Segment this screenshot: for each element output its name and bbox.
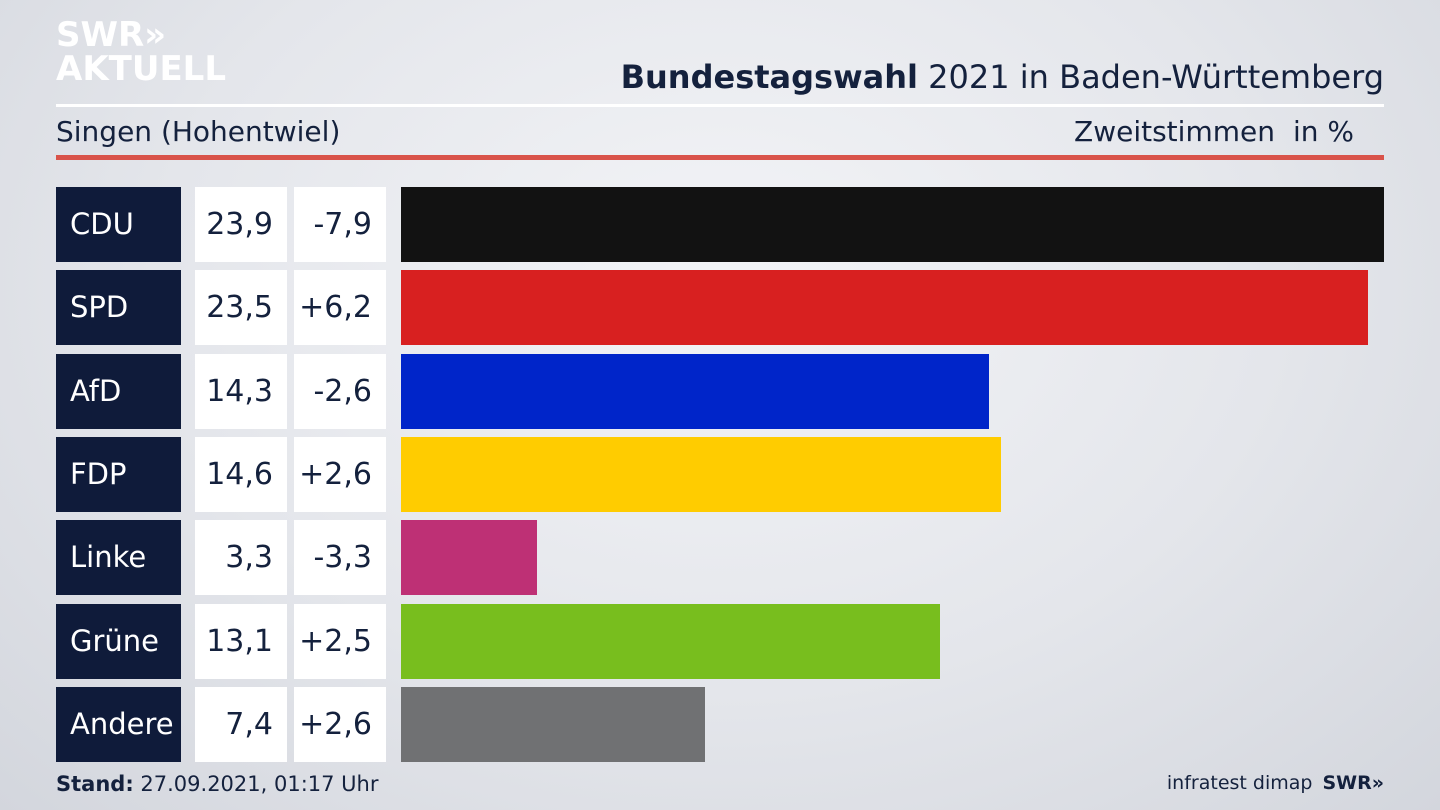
bar xyxy=(401,353,990,429)
bar xyxy=(401,520,537,596)
bar xyxy=(401,686,706,762)
source-credit: infratest dimap SWR» xyxy=(1167,772,1384,794)
chart-row: CDU 23,9 -7,9 xyxy=(56,187,1384,262)
change-label: -7,9 xyxy=(294,187,386,262)
change-label: +2,5 xyxy=(294,603,386,679)
title-bold: Bundestagswahl xyxy=(620,58,918,96)
source-text: infratest dimap xyxy=(1166,772,1313,794)
change-label: +6,2 xyxy=(294,270,386,346)
value-label: 23,5 xyxy=(195,270,287,346)
bar-chart: CDU 23,9 -7,9 SPD 23,5 +6,2 AfD 14,3 -2,6 FDP 14,6… xyxy=(56,187,1384,770)
bar xyxy=(401,187,1384,262)
chart-row: Grüne 13,1 +2,5 xyxy=(56,603,1384,679)
value-label: 23,9 xyxy=(195,187,287,262)
stand-label: Stand: xyxy=(56,772,134,796)
chart-row: SPD 23,5 +6,2 xyxy=(56,270,1384,346)
title-rest: 2021 in Baden-Württemberg xyxy=(917,58,1384,96)
change-label: -3,3 xyxy=(294,520,386,596)
value-label: 3,3 xyxy=(195,520,287,596)
bar xyxy=(401,603,940,679)
party-label: AfD xyxy=(56,353,181,429)
logo-line-1: SWR» xyxy=(56,15,167,55)
swr-brand-logo: SWR» xyxy=(1322,772,1384,794)
value-label: 13,1 xyxy=(195,603,287,679)
timestamp: Stand: 27.09.2021, 01:17 Uhr xyxy=(56,772,379,796)
change-label: +2,6 xyxy=(294,686,386,762)
party-label: Grüne xyxy=(56,603,181,679)
location-label: Singen (Hohentwiel) xyxy=(56,115,341,148)
chart-row: Linke 3,3 -3,3 xyxy=(56,520,1384,596)
change-label: +2,6 xyxy=(294,436,386,512)
bar xyxy=(401,270,1368,346)
chart-row: FDP 14,6 +2,6 xyxy=(56,436,1384,512)
party-label: Linke xyxy=(56,520,181,596)
logo-line-2: AKTUELL xyxy=(56,49,227,89)
unit-text: in % xyxy=(1292,115,1354,148)
chart-row: Andere 7,4 +2,6 xyxy=(56,686,1384,762)
accent-divider xyxy=(56,155,1384,160)
stand-value: 27.09.2021, 01:17 Uhr xyxy=(133,772,379,796)
value-label: 7,4 xyxy=(195,686,287,762)
measure-label: Zweitstimmen in % xyxy=(1074,115,1354,148)
value-label: 14,6 xyxy=(195,436,287,512)
value-label: 14,3 xyxy=(195,353,287,429)
chart-row: AfD 14,3 -2,6 xyxy=(56,353,1384,429)
bar xyxy=(401,436,1002,512)
change-label: -2,6 xyxy=(294,353,386,429)
header-divider xyxy=(56,104,1384,107)
swr-aktuell-logo: SWR» AKTUELL xyxy=(56,18,226,86)
page-title: Bundestagswahl 2021 in Baden-Württemberg xyxy=(621,58,1384,96)
measure-text: Zweitstimmen xyxy=(1074,115,1275,148)
party-label: CDU xyxy=(56,187,181,262)
party-label: FDP xyxy=(56,436,181,512)
party-label: Andere xyxy=(56,686,181,762)
party-label: SPD xyxy=(56,270,181,346)
